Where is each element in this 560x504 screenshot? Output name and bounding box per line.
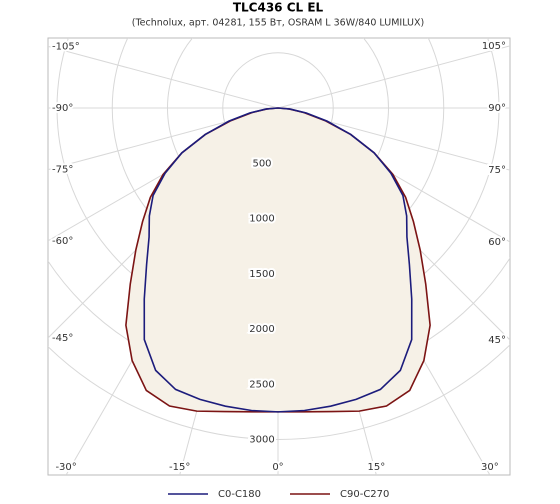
angle-tick-label: -90° xyxy=(52,103,73,114)
grid-line xyxy=(277,45,510,109)
chart-subtitle: (Technolux, арт. 04281, 155 Вт, OSRAM L … xyxy=(132,18,424,29)
angle-tick-label: 0° xyxy=(272,462,283,473)
intensity-curve xyxy=(143,107,413,413)
labels: 500 1000 1500 2000 2500 3000 -105° -90° -75° -60°… xyxy=(50,39,508,475)
angle-tick-label: 90° xyxy=(488,103,506,114)
r-tick-label: 1000 xyxy=(249,214,274,225)
angle-tick-label: 75° xyxy=(488,165,506,176)
angle-tick-label: 105° xyxy=(482,41,506,52)
angle-tick-label: -105° xyxy=(52,41,80,52)
angle-tick-label: -75° xyxy=(52,165,73,176)
r-tick-label: 3000 xyxy=(249,435,274,446)
angle-tick-label: -30° xyxy=(55,462,76,473)
angle-tick-label: -15° xyxy=(169,462,190,473)
angle-tick-label: 45° xyxy=(488,335,506,346)
legend-label: C0-C180 xyxy=(218,489,261,500)
legend-label: C90-C270 xyxy=(340,489,389,500)
r-tick-label: 1500 xyxy=(249,269,274,280)
angle-tick-label: 30° xyxy=(481,462,499,473)
angle-tick-label: -45° xyxy=(52,333,73,344)
r-tick-label: 500 xyxy=(252,158,271,169)
angle-tick-label: 15° xyxy=(367,462,385,473)
angle-tick-label: -60° xyxy=(52,236,73,247)
legend: C0-C180 C90-C270 xyxy=(168,489,389,500)
angle-tick-label: 60° xyxy=(488,237,506,248)
chart-title: TLC436 CL EL xyxy=(233,1,324,15)
r-tick-label: 2000 xyxy=(249,324,274,335)
grid-line xyxy=(48,45,279,109)
curves xyxy=(125,107,431,413)
r-tick-label: 2500 xyxy=(249,379,274,390)
